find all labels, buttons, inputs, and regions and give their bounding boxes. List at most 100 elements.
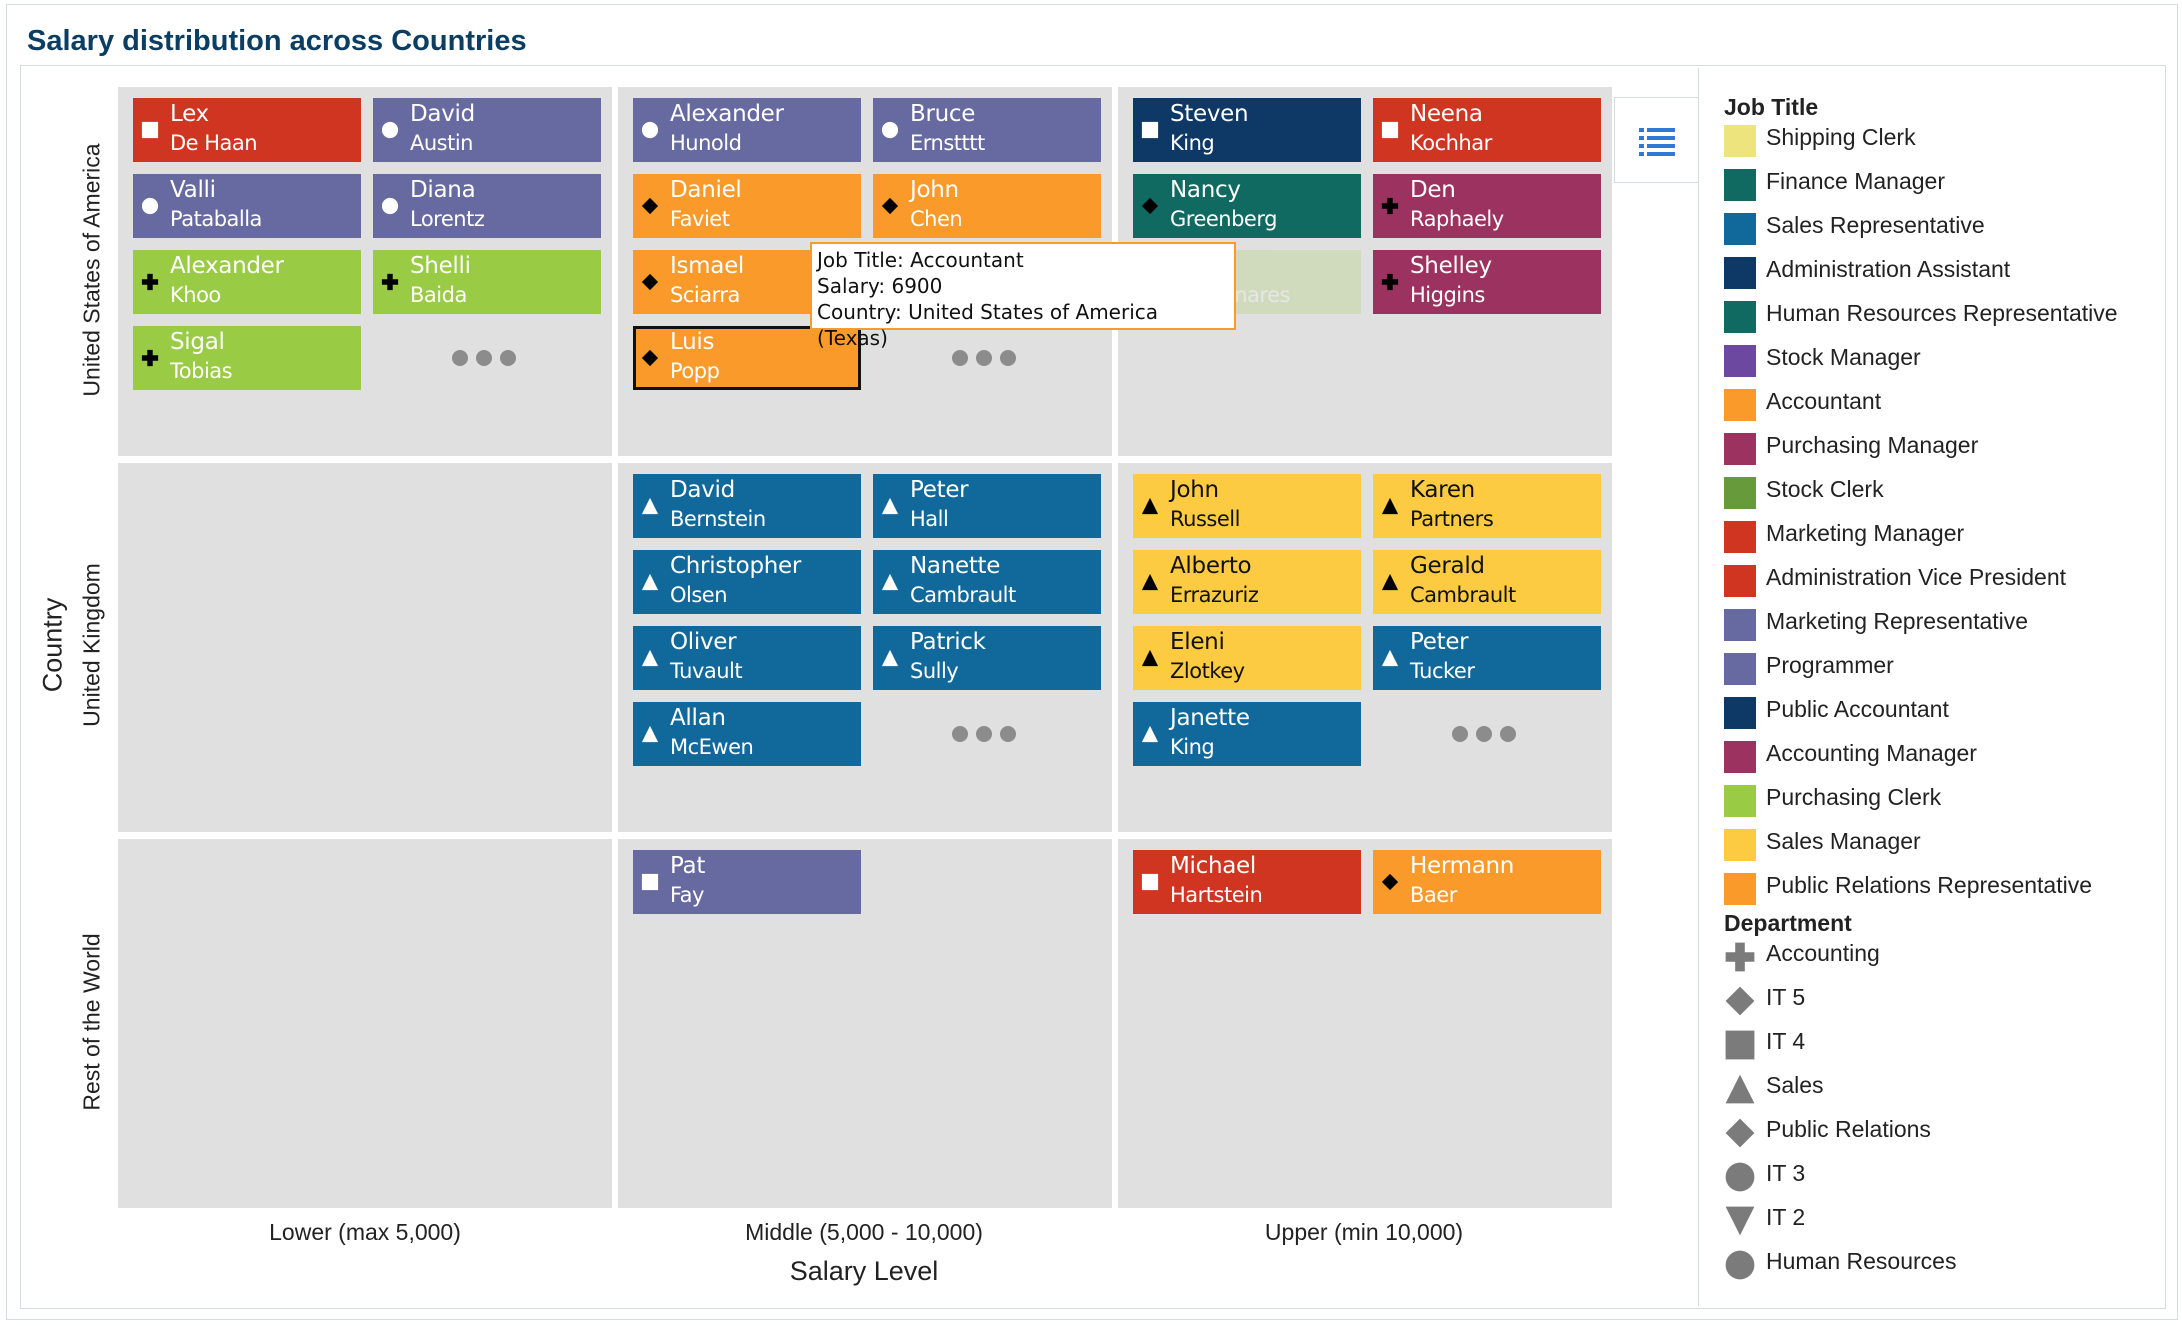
- employee-last-name: Khoo: [170, 283, 221, 307]
- more-button[interactable]: [1452, 724, 1522, 744]
- employee-first-name: Peter: [910, 477, 969, 503]
- legend-swatch: [1724, 169, 1756, 201]
- employee-card[interactable]: Hermann Baer: [1373, 850, 1601, 914]
- square-icon: [1381, 121, 1399, 139]
- employee-card[interactable]: Gerald Cambrault: [1373, 550, 1601, 614]
- employee-last-name: Fay: [670, 883, 704, 907]
- legend-label: Administration Vice President: [1766, 564, 2066, 590]
- employee-card[interactable]: Pat Fay: [633, 850, 861, 914]
- employee-card[interactable]: Daniel Faviet: [633, 174, 861, 238]
- employee-card[interactable]: Peter Hall: [873, 474, 1101, 538]
- employee-card[interactable]: Nanette Cambrault: [873, 550, 1101, 614]
- employee-card[interactable]: Alexander Khoo: [133, 250, 361, 314]
- diamond-icon: [1724, 985, 1756, 1017]
- employee-card[interactable]: Oliver Tuvault: [633, 626, 861, 690]
- employee-card[interactable]: Lex De Haan: [133, 98, 361, 162]
- triangle-down-icon: [1724, 1205, 1756, 1237]
- employee-last-name: Cambrault: [1410, 583, 1516, 607]
- employee-first-name: John: [1170, 477, 1219, 503]
- legend-job-item: Purchasing Clerk: [1724, 782, 1941, 826]
- legend-toggle-button[interactable]: [1614, 97, 1698, 183]
- employee-last-name: Olsen: [670, 583, 728, 607]
- employee-card[interactable]: Nancy Greenberg: [1133, 174, 1361, 238]
- legend-job-item: Marketing Representative: [1724, 606, 2028, 650]
- circle-icon: [381, 197, 399, 215]
- chart-title: Salary distribution across Countries: [27, 25, 527, 57]
- employee-last-name: Tobias: [170, 359, 233, 383]
- employee-first-name: Diana: [410, 177, 476, 203]
- more-button[interactable]: [952, 724, 1022, 744]
- employee-card[interactable]: Eleni Zlotkey: [1133, 626, 1361, 690]
- more-button[interactable]: [452, 348, 522, 368]
- employee-card[interactable]: Alexander Hunold: [633, 98, 861, 162]
- employee-card[interactable]: Shelli Baida: [373, 250, 601, 314]
- triangle-icon: [1141, 725, 1159, 743]
- legend-job-item: Marketing Manager: [1724, 518, 1964, 562]
- plus-icon: [1381, 273, 1399, 291]
- legend-label: Purchasing Clerk: [1766, 784, 1942, 810]
- employee-card[interactable]: Steven King: [1133, 98, 1361, 162]
- employee-card[interactable]: Michael Hartstein: [1133, 850, 1361, 914]
- employee-first-name: David: [410, 101, 475, 127]
- legend-department-item: IT 2: [1724, 1202, 1852, 1246]
- employee-first-name: Janette: [1170, 705, 1250, 731]
- diamond-icon: [1724, 1117, 1756, 1149]
- row-label-usa: United States of America: [78, 143, 105, 397]
- triangle-icon: [1381, 649, 1399, 667]
- triangle-icon: [641, 573, 659, 591]
- legend-swatch: [1724, 257, 1756, 289]
- legend-label: IT 2: [1766, 1204, 1806, 1230]
- employee-card[interactable]: Diana Lorentz: [373, 174, 601, 238]
- employee-card[interactable]: Shelley Higgins: [1373, 250, 1601, 314]
- legend-label: Sales Representative: [1766, 212, 1985, 238]
- legend-label: Finance Manager: [1766, 168, 1945, 194]
- employee-first-name: Steven: [1170, 101, 1249, 127]
- employee-card[interactable]: Karen Partners: [1373, 474, 1601, 538]
- square-icon: [641, 873, 659, 891]
- employee-card[interactable]: Den Raphaely: [1373, 174, 1601, 238]
- employee-card[interactable]: Sigal Tobias: [133, 326, 361, 390]
- legend-job-item: Accounting Manager: [1724, 738, 1977, 782]
- employee-card[interactable]: Valli Pataballa: [133, 174, 361, 238]
- more-button[interactable]: [952, 348, 1022, 368]
- employee-card[interactable]: Peter Tucker: [1373, 626, 1601, 690]
- tooltip-job-title: Job Title: Accountant: [817, 248, 1024, 272]
- employee-first-name: Ismael: [670, 253, 745, 279]
- employee-card[interactable]: Luis Popp: [633, 326, 861, 390]
- employee-last-name: Austin: [410, 131, 474, 155]
- employee-card[interactable]: Bruce Ernstttt: [873, 98, 1101, 162]
- employee-last-name: Sully: [910, 659, 959, 683]
- employee-first-name: Hermann: [1410, 853, 1515, 879]
- legend-swatch: [1724, 565, 1756, 597]
- tooltip-country: Country: United States of America (Texas…: [817, 300, 1159, 350]
- employee-card[interactable]: Patrick Sully: [873, 626, 1101, 690]
- plus-icon: [1381, 197, 1399, 215]
- employee-card[interactable]: Christopher Olsen: [633, 550, 861, 614]
- employee-card[interactable]: John Chen: [873, 174, 1101, 238]
- triangle-icon: [641, 497, 659, 515]
- employee-first-name: Eleni: [1170, 629, 1225, 655]
- circle-icon: [381, 121, 399, 139]
- triangle-icon: [641, 725, 659, 743]
- employee-card[interactable]: Janette King: [1133, 702, 1361, 766]
- dot-icon: [452, 350, 468, 366]
- employee-card[interactable]: Neena Kochhar: [1373, 98, 1601, 162]
- legend-job-item: Stock Clerk: [1724, 474, 1884, 518]
- employee-last-name: Greenberg: [1170, 207, 1277, 231]
- employee-last-name: Baer: [1410, 883, 1457, 907]
- diamond-icon: [881, 197, 899, 215]
- legend-job-item: Administration Assistant: [1724, 254, 2010, 298]
- employee-last-name: Ernstttt: [910, 131, 985, 155]
- employee-first-name: Peter: [1410, 629, 1469, 655]
- col-label-middle: Middle (5,000 - 10,000): [745, 1219, 983, 1245]
- employee-first-name: Patrick: [910, 629, 986, 655]
- employee-card[interactable]: Alberto Errazuriz: [1133, 550, 1361, 614]
- legend-swatch: [1724, 477, 1756, 509]
- employee-card[interactable]: John Russell: [1133, 474, 1361, 538]
- employee-card[interactable]: David Austin: [373, 98, 601, 162]
- employee-card[interactable]: David Bernstein: [633, 474, 861, 538]
- legend-label: Marketing Representative: [1766, 608, 2029, 634]
- employee-card[interactable]: Allan McEwen: [633, 702, 861, 766]
- grid-cell: [118, 463, 612, 832]
- employee-last-name: Pataballa: [170, 207, 262, 231]
